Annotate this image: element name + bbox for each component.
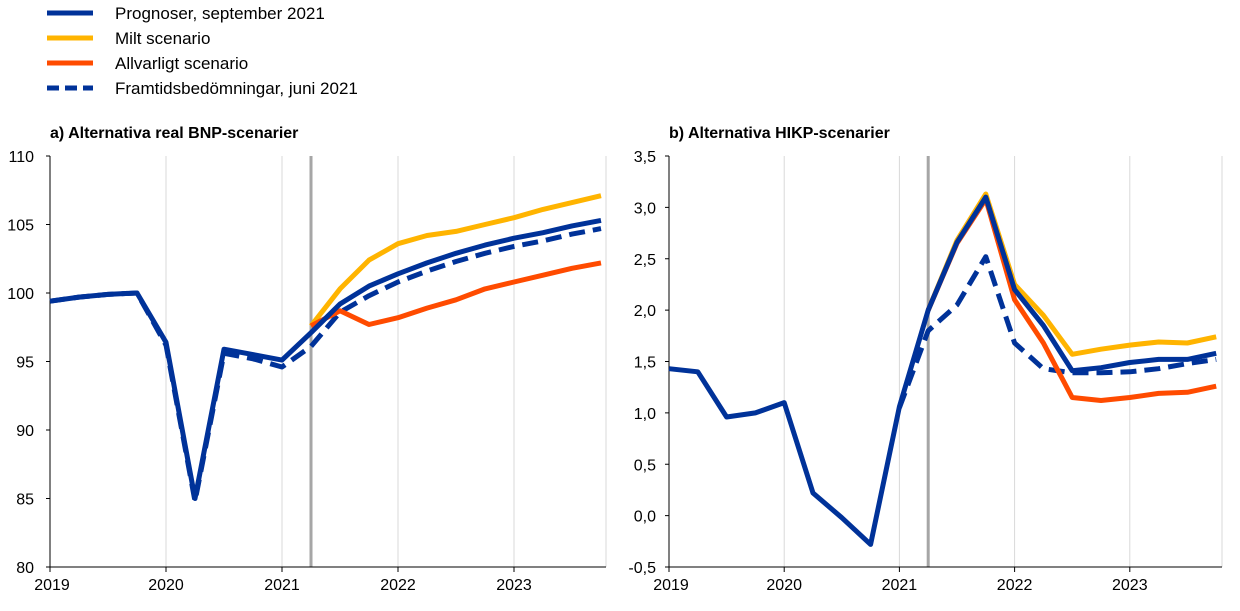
legend-label: Milt scenario xyxy=(115,29,210,48)
series-line xyxy=(49,226,602,504)
x-tick-label: 2023 xyxy=(496,577,532,594)
x-tick-label: 2022 xyxy=(380,577,416,594)
x-tick-label: 2021 xyxy=(882,577,918,594)
series-line xyxy=(668,194,1217,547)
legend-item: Prognoser, september 2021 xyxy=(47,4,325,23)
y-tick-label: 2,0 xyxy=(634,303,656,320)
series-line xyxy=(49,217,602,501)
y-tick-label: 3,0 xyxy=(634,200,656,217)
y-tick-label: 1,5 xyxy=(634,355,656,372)
legend-label: Prognoser, september 2021 xyxy=(115,4,325,23)
y-tick-label: 1,0 xyxy=(634,406,656,423)
panel-title: a) Alternativa real BNP-scenarier xyxy=(50,125,298,142)
legend: Prognoser, september 2021 Milt scenario … xyxy=(47,4,358,98)
y-tick-label: 110 xyxy=(8,149,34,166)
y-tick-label: 95 xyxy=(16,355,34,372)
y-tick-label: 0,5 xyxy=(634,457,656,474)
x-tick-label: 2021 xyxy=(264,577,300,594)
legend-item: Allvarligt scenario xyxy=(47,54,248,73)
y-tick-label: 85 xyxy=(16,492,34,509)
series-line xyxy=(309,260,602,329)
x-tick-label: 2019 xyxy=(34,577,70,594)
legend-item: Milt scenario xyxy=(47,29,210,48)
panel-title: b) Alternativa HIKP-scenarier xyxy=(669,125,890,142)
y-tick-label: -0,5 xyxy=(628,560,656,577)
y-tick-label: 2,5 xyxy=(634,252,656,269)
x-tick-label: 2019 xyxy=(653,577,689,594)
gdp-panel: a) Alternativa real BNP-scenarier 80 85 90… xyxy=(7,125,607,594)
y-tick-label: 0,0 xyxy=(634,509,656,526)
legend-label: Allvarligt scenario xyxy=(115,54,248,73)
y-tick-label: 105 xyxy=(7,218,34,235)
hicp-panel: b) Alternativa HIKP-scenarier -0,5 0,0 0,5… xyxy=(628,125,1223,594)
y-tick-label: 100 xyxy=(7,286,34,303)
x-tick-label: 2020 xyxy=(766,577,802,594)
y-tick-label: 90 xyxy=(16,423,34,440)
series-line xyxy=(309,193,602,328)
x-tick-label: 2023 xyxy=(1112,577,1148,594)
legend-label: Framtidsbedömningar, juni 2021 xyxy=(115,79,358,98)
x-tick-label: 2020 xyxy=(148,577,184,594)
legend-item: Framtidsbedömningar, juni 2021 xyxy=(47,79,358,98)
x-tick-label: 2022 xyxy=(997,577,1033,594)
y-tick-label: 3,5 xyxy=(634,149,656,166)
y-tick-label: 80 xyxy=(16,560,34,577)
